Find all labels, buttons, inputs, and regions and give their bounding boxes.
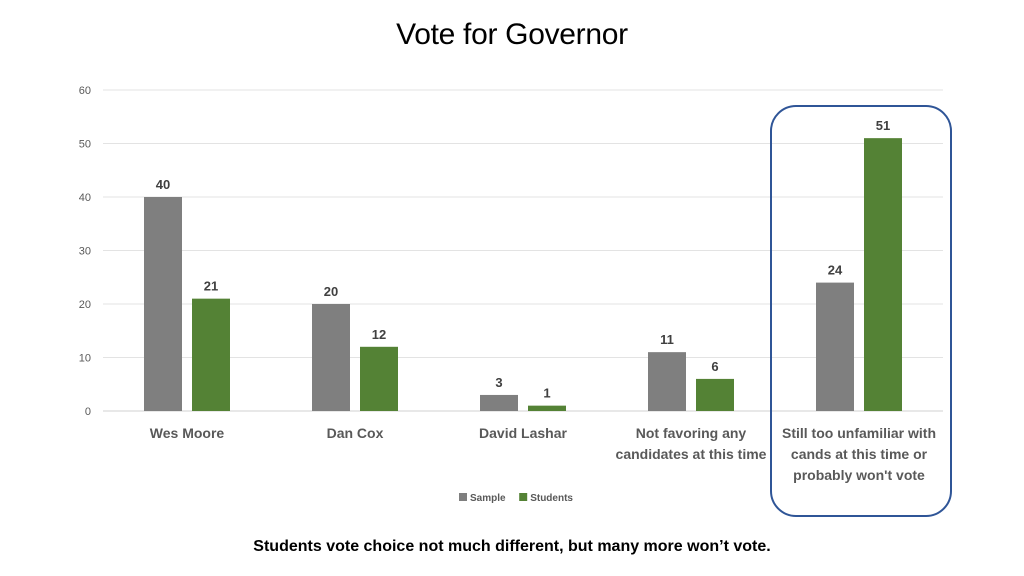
bar-sample <box>480 394 518 411</box>
y-tick-label: 20 <box>79 299 91 311</box>
x-tick-label: Not favoring any candidates at this time <box>616 425 767 462</box>
x-tick-label-line: probably won't vote <box>793 467 925 483</box>
y-tick-label: 0 <box>85 406 91 418</box>
legend-swatch <box>459 493 467 501</box>
x-tick-label-line: Wes Moore <box>150 425 225 441</box>
y-tick-label: 40 <box>79 192 91 204</box>
bar-students <box>360 346 398 411</box>
x-tick-label-line: cands at this time or <box>791 446 928 462</box>
y-tick-label: 50 <box>79 139 91 151</box>
bar-sample <box>648 352 686 411</box>
data-label: 20 <box>324 284 338 299</box>
data-label: 6 <box>711 359 718 374</box>
x-tick-label: Still too unfamiliar with cands at this t… <box>782 425 936 483</box>
data-label: 21 <box>204 279 218 294</box>
data-label: 24 <box>828 263 843 278</box>
x-tick-label-line: Dan Cox <box>327 425 384 441</box>
x-tick-label-line: candidates at this time <box>616 446 767 462</box>
highlight-box <box>770 105 952 517</box>
bar-sample <box>312 304 350 411</box>
x-tick-label-line: David Lashar <box>479 425 567 441</box>
bar-sample <box>816 282 854 411</box>
bar-students <box>528 405 566 411</box>
legend-swatch <box>519 493 528 501</box>
x-tick-label: Wes Moore <box>150 425 225 441</box>
slide-title: Vote for Governor <box>396 18 628 51</box>
bar-students <box>696 378 734 411</box>
data-label: 3 <box>495 375 502 390</box>
x-tick-label: David Lashar <box>479 425 567 441</box>
data-label: 40 <box>156 177 170 192</box>
y-tick-label: 30 <box>79 246 91 258</box>
bar-sample <box>144 197 182 411</box>
bar-students <box>192 298 230 411</box>
data-label: 11 <box>660 332 674 347</box>
data-label: 12 <box>372 327 386 342</box>
x-tick-label-line: Still too unfamiliar with <box>782 425 936 441</box>
legend-label: Sample <box>470 493 506 504</box>
slide-caption: Students vote choice not much different,… <box>253 538 771 555</box>
y-tick-label: 60 <box>79 85 91 97</box>
x-tick-label-line: Not favoring any <box>636 425 747 441</box>
bar-students <box>864 138 902 411</box>
data-label: 1 <box>543 386 550 401</box>
legend-label: Students <box>530 493 573 504</box>
x-tick-label: Dan Cox <box>327 425 384 441</box>
data-label: 51 <box>876 118 890 133</box>
y-tick-label: 10 <box>79 353 91 365</box>
